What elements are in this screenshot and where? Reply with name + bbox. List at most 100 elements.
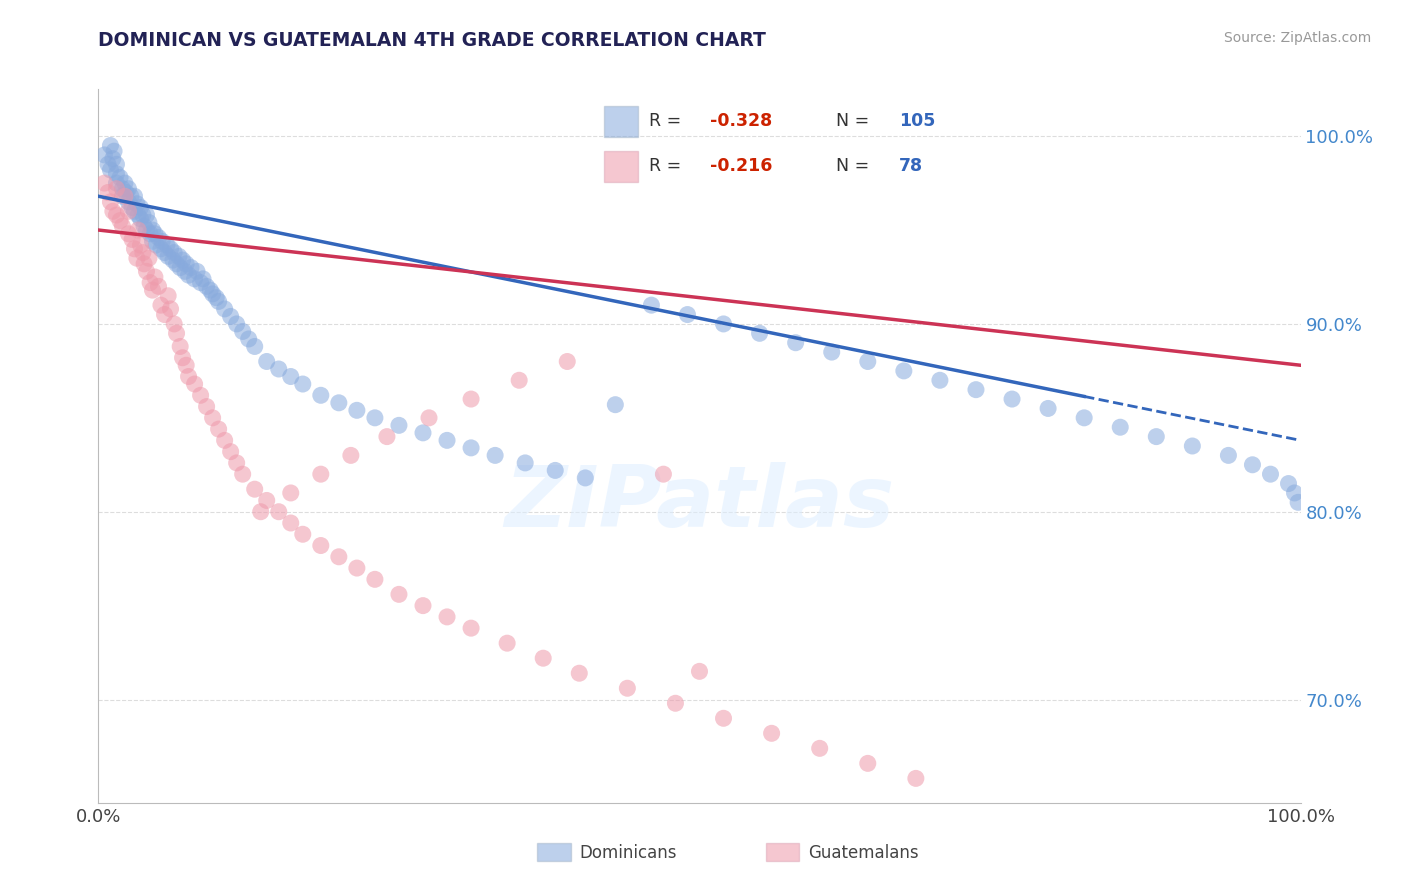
Point bbox=[105, 182, 128, 196]
Point bbox=[309, 467, 332, 482]
Point bbox=[135, 223, 157, 237]
Point bbox=[460, 621, 482, 635]
Point bbox=[114, 189, 136, 203]
Point bbox=[129, 201, 152, 215]
Point bbox=[138, 251, 160, 265]
Point bbox=[225, 317, 247, 331]
Point bbox=[605, 398, 627, 412]
Point bbox=[201, 410, 224, 425]
Point bbox=[115, 186, 138, 200]
Point bbox=[111, 189, 134, 203]
Point bbox=[232, 467, 254, 482]
Point bbox=[436, 610, 458, 624]
Point bbox=[713, 317, 735, 331]
Point bbox=[183, 272, 205, 286]
Point bbox=[159, 242, 181, 256]
Point bbox=[121, 201, 143, 215]
Point bbox=[100, 163, 122, 178]
Point bbox=[243, 339, 266, 353]
Point bbox=[141, 235, 163, 249]
Point bbox=[148, 230, 170, 244]
Point bbox=[156, 238, 179, 252]
Point bbox=[340, 449, 363, 463]
Point bbox=[153, 308, 176, 322]
Point bbox=[108, 170, 131, 185]
Point bbox=[141, 283, 163, 297]
Point bbox=[436, 434, 458, 448]
Point bbox=[117, 182, 139, 196]
Point bbox=[145, 238, 167, 252]
Point bbox=[166, 257, 188, 271]
Point bbox=[180, 260, 202, 275]
Point bbox=[153, 245, 176, 260]
Point bbox=[100, 138, 122, 153]
Point bbox=[785, 335, 807, 350]
Point bbox=[208, 294, 231, 309]
Point bbox=[157, 289, 180, 303]
Point bbox=[108, 213, 131, 227]
Point bbox=[129, 211, 152, 226]
Point bbox=[93, 176, 115, 190]
Point bbox=[856, 354, 879, 368]
Point bbox=[291, 527, 314, 541]
Text: Dominicans: Dominicans bbox=[579, 844, 676, 862]
Point bbox=[375, 429, 398, 443]
Point bbox=[139, 276, 162, 290]
Point bbox=[149, 298, 172, 312]
Point bbox=[148, 279, 170, 293]
Text: Source: ZipAtlas.com: Source: ZipAtlas.com bbox=[1223, 31, 1371, 45]
Point bbox=[496, 636, 519, 650]
Point bbox=[328, 396, 350, 410]
Point bbox=[219, 444, 242, 458]
Point bbox=[249, 505, 271, 519]
Point bbox=[1036, 401, 1059, 416]
Point bbox=[97, 186, 120, 200]
Point bbox=[141, 223, 163, 237]
Point bbox=[138, 215, 160, 229]
Point bbox=[163, 245, 186, 260]
Point bbox=[100, 194, 122, 209]
Point bbox=[186, 264, 208, 278]
Point bbox=[143, 270, 166, 285]
Point bbox=[1218, 449, 1240, 463]
Text: Guatemalans: Guatemalans bbox=[807, 844, 918, 862]
Point bbox=[101, 152, 124, 166]
Point bbox=[174, 264, 197, 278]
Point bbox=[177, 268, 200, 282]
Point bbox=[748, 326, 770, 341]
Point bbox=[117, 227, 139, 241]
Point bbox=[346, 561, 368, 575]
Point bbox=[166, 326, 188, 341]
Point bbox=[174, 257, 197, 271]
Point bbox=[93, 148, 115, 162]
Point bbox=[412, 599, 434, 613]
Point bbox=[280, 369, 302, 384]
Point bbox=[418, 410, 440, 425]
Point bbox=[124, 242, 146, 256]
Point bbox=[169, 260, 191, 275]
Point bbox=[105, 176, 128, 190]
Point bbox=[893, 364, 915, 378]
Point bbox=[105, 167, 128, 181]
Point bbox=[200, 283, 222, 297]
Text: ZIPatlas: ZIPatlas bbox=[505, 461, 894, 545]
Point bbox=[280, 486, 302, 500]
Point bbox=[191, 272, 214, 286]
Point bbox=[105, 208, 128, 222]
Point bbox=[1260, 467, 1282, 482]
Point bbox=[139, 227, 162, 241]
Point bbox=[219, 310, 242, 324]
Point bbox=[172, 253, 194, 268]
Point bbox=[256, 354, 278, 368]
Bar bbox=[766, 844, 799, 862]
Point bbox=[346, 403, 368, 417]
Point bbox=[243, 482, 266, 496]
Point bbox=[1284, 486, 1306, 500]
Point bbox=[111, 182, 134, 196]
Point bbox=[214, 434, 236, 448]
Point bbox=[544, 463, 567, 477]
Point bbox=[101, 204, 124, 219]
Point bbox=[114, 176, 136, 190]
Point bbox=[1001, 392, 1024, 406]
Point bbox=[856, 756, 879, 771]
